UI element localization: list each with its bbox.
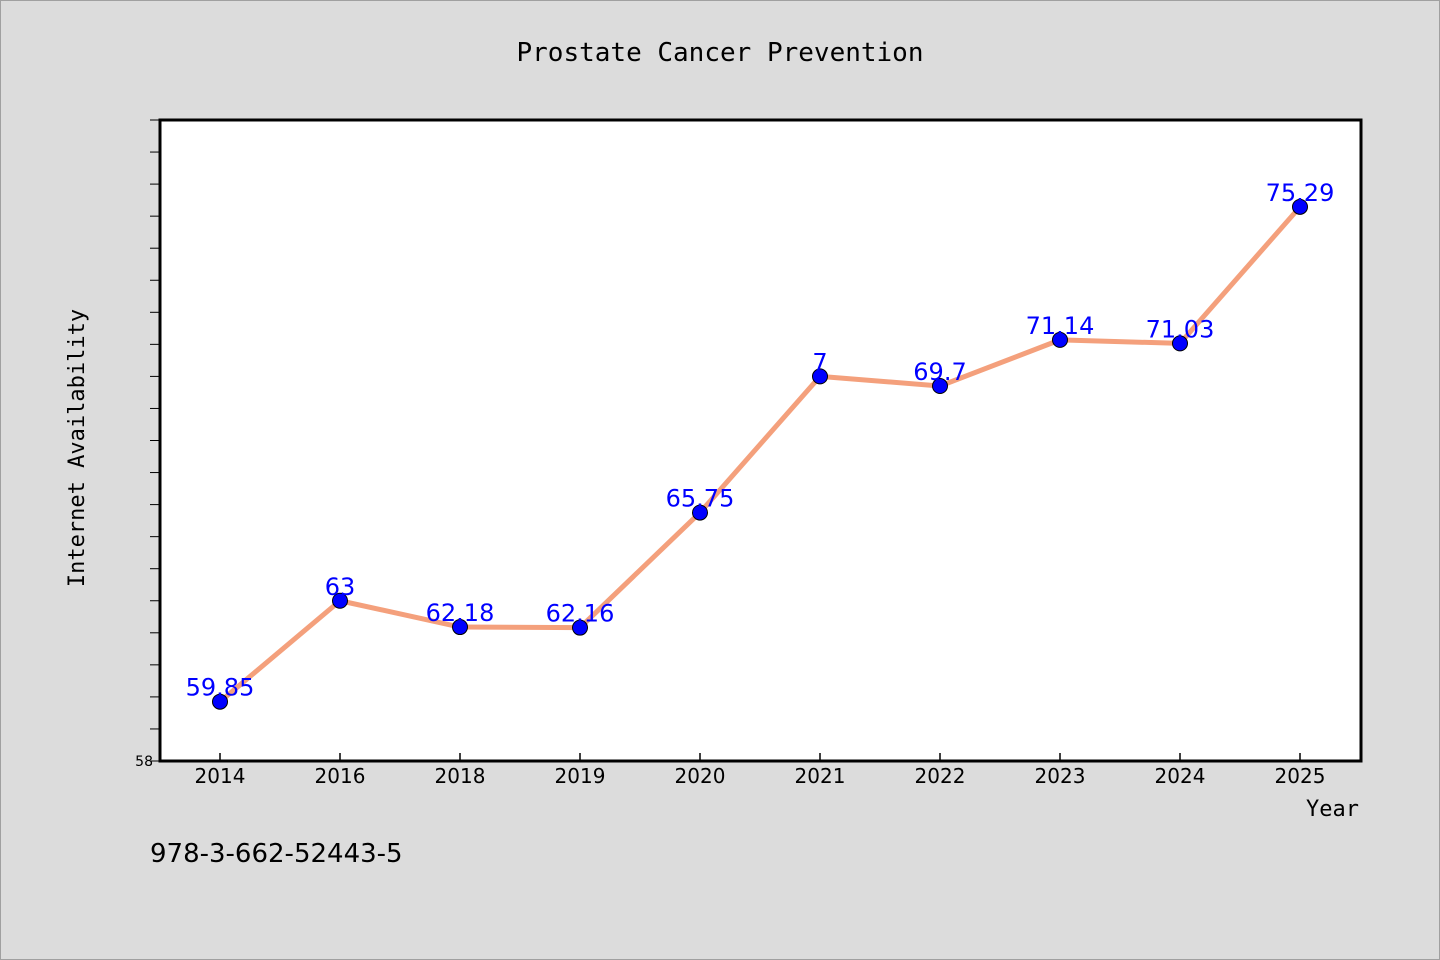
x-tick-label: 2014 xyxy=(195,764,246,788)
data-label: 71.03 xyxy=(1146,315,1215,343)
x-axis-title: Year xyxy=(1306,797,1359,822)
data-point xyxy=(932,378,948,395)
x-axis-ticks xyxy=(219,753,1301,761)
data-point xyxy=(212,693,228,710)
data-label: 62.16 xyxy=(546,600,615,628)
y-axis-title: Internet Availability xyxy=(65,309,90,587)
chart-title: Prostate Cancer Prevention xyxy=(517,38,924,68)
x-tick-label: 2016 xyxy=(315,764,366,788)
x-tick-label: 2018 xyxy=(435,764,486,788)
data-label: 63 xyxy=(325,573,356,601)
data-point xyxy=(692,504,708,521)
x-tick-labels: 2014 2016 2018 2019 2020 2021 2022 2023 2024 2025 xyxy=(195,764,1326,788)
data-label: 62.18 xyxy=(426,599,495,627)
data-point xyxy=(812,368,828,385)
x-tick-label: 2024 xyxy=(1155,764,1206,788)
data-point xyxy=(1172,335,1188,352)
series-line-group xyxy=(217,204,1303,705)
y-axis-ticks xyxy=(150,119,160,762)
data-label: 69.7 xyxy=(913,358,966,386)
x-tick-label: 2022 xyxy=(915,764,966,788)
data-labels: 59.85 63 62.18 62.16 65.75 7 69.7 71.14 71.03 75.… xyxy=(186,179,1335,702)
data-label: 65.75 xyxy=(666,485,735,513)
x-tick-label: 2019 xyxy=(555,764,606,788)
data-label: 59.85 xyxy=(186,674,255,702)
series-line xyxy=(217,204,1303,705)
data-point xyxy=(1052,331,1068,348)
data-label: 7 xyxy=(812,348,827,376)
x-tick-label: 2020 xyxy=(675,764,726,788)
data-point xyxy=(452,619,468,636)
data-point xyxy=(572,619,588,636)
data-point xyxy=(332,592,348,609)
isbn-text: 978-3-662-52443-5 xyxy=(150,839,403,869)
data-label: 75.29 xyxy=(1266,179,1335,207)
y-tick-label: 58 xyxy=(135,754,153,770)
x-tick-label: 2021 xyxy=(795,764,846,788)
data-point xyxy=(1292,198,1308,215)
data-markers xyxy=(212,198,1308,710)
x-tick-label: 2025 xyxy=(1275,764,1326,788)
x-tick-label: 2023 xyxy=(1035,764,1086,788)
data-label: 71.14 xyxy=(1026,312,1095,340)
